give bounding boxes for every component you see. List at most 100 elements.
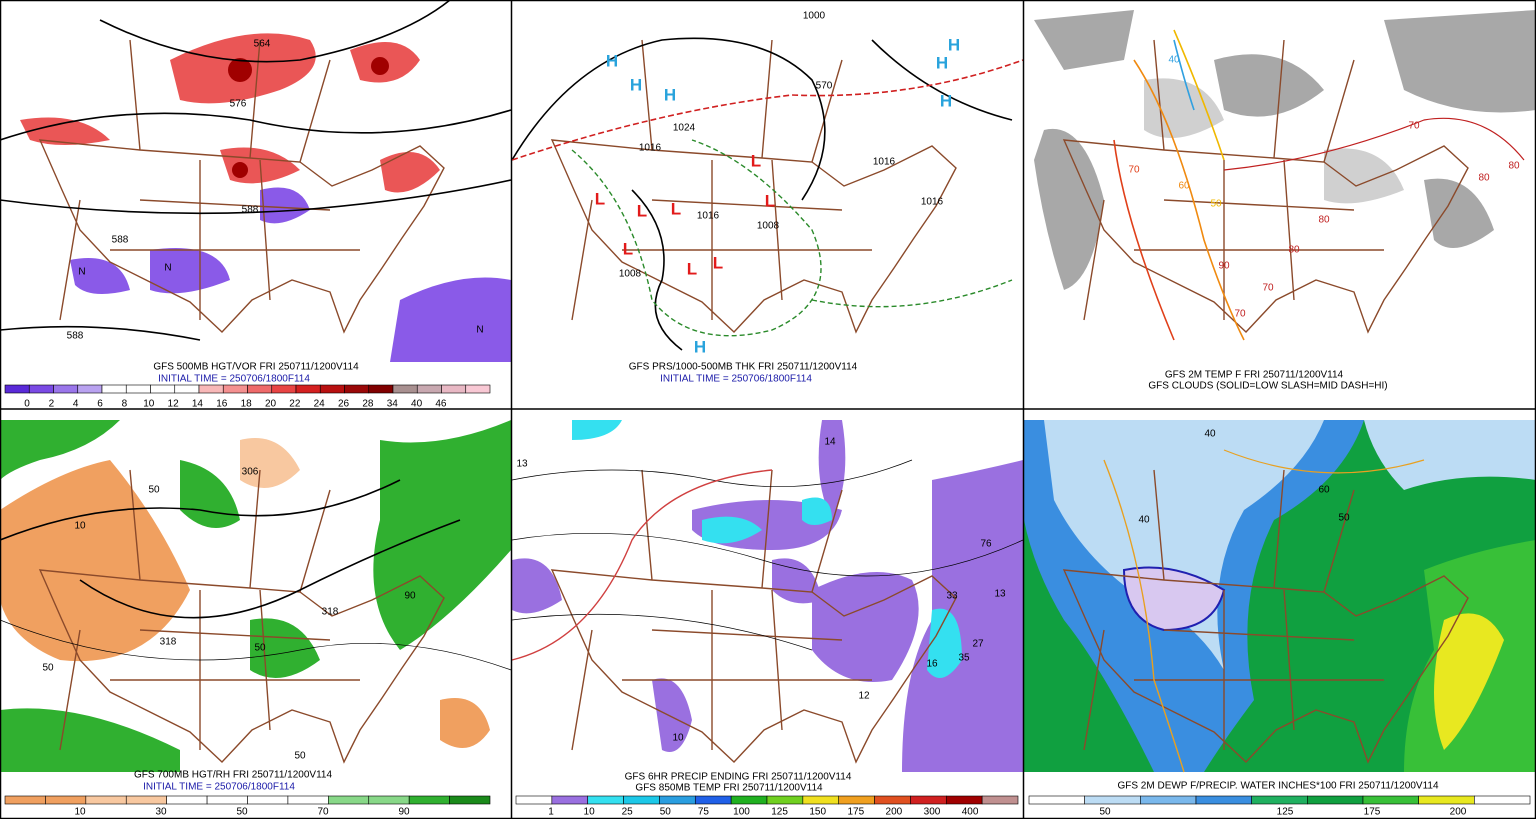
colorbar-swatch (766, 795, 804, 805)
isotherm (511, 459, 1024, 651)
colorbar-swatch (125, 384, 151, 394)
high-marker: H (606, 51, 618, 70)
map-panel-3: 40 50 60 70 80 80 70 80 70 90 80 70 (1024, 0, 1536, 362)
colorbar-label: 150 (809, 807, 826, 818)
colorbar-swatch (981, 795, 1019, 805)
contour (0, 479, 401, 541)
colorbar-swatch (206, 795, 248, 805)
map-label: 27 (972, 639, 984, 650)
colorbar-swatch (85, 795, 127, 805)
map-label: 50 (294, 751, 306, 762)
isotherm (1173, 39, 1195, 111)
map-panel-4: 306 318 318 50 50 90 10 50 50 (0, 420, 512, 772)
high-marker: H (630, 75, 642, 94)
colorbar-swatch (368, 795, 410, 805)
contour (99, 0, 451, 63)
high-marker: H (694, 337, 706, 356)
colorbar-swatch (392, 384, 418, 394)
colorbar-swatch (222, 384, 248, 394)
colorbar-label: 46 (435, 399, 447, 410)
map-label: 40 (1138, 515, 1150, 526)
colorbar-swatch (150, 384, 176, 394)
map-label: 588 (112, 235, 129, 246)
vorticity-low (70, 187, 511, 362)
colorbar-label: 6 (97, 399, 103, 410)
caption: GFS CLOUDS (SOLID=LOW SLASH=MID DASH=HI) (1148, 381, 1387, 392)
colorbar-label: 8 (122, 399, 128, 410)
colorbar-swatch (28, 384, 54, 394)
colorbar-label: 50 (1099, 807, 1111, 818)
map-label: 70 (1234, 309, 1246, 320)
thickness-line (571, 139, 822, 337)
contour (871, 39, 1013, 121)
map-label: 70 (1408, 121, 1420, 132)
map-label: 1016 (921, 197, 944, 208)
map-label: 50 (1210, 199, 1222, 210)
map-panel-2: H H H H H H H L L L L L L L L 1024 1016 … (511, 0, 1024, 362)
map-label: 1016 (873, 157, 896, 168)
colorbar-swatch (287, 795, 329, 805)
caption: INITIAL TIME = 250706/1800F114 (158, 374, 310, 385)
colorbar-swatch (1307, 795, 1364, 805)
colorbar-swatch (449, 795, 491, 805)
map-label: 60 (1318, 485, 1330, 496)
vorticity-max (228, 57, 389, 178)
colorbar-swatch (623, 795, 660, 805)
map-label: 318 (160, 637, 177, 648)
colorbar-swatch (328, 795, 370, 805)
map-label: N (476, 325, 483, 336)
colorbar-swatch (945, 795, 983, 805)
map-label: 588 (67, 331, 84, 342)
caption: INITIAL TIME = 250706/1800F114 (660, 374, 812, 385)
low-marker: L (713, 253, 723, 272)
high-marker: H (664, 85, 676, 104)
colorbar-swatch (874, 795, 911, 805)
colorbar-swatch (1140, 795, 1197, 805)
colorbar-label: 175 (1364, 807, 1381, 818)
isotherm (1113, 139, 1175, 341)
colorbar-swatch (368, 384, 394, 394)
colorbar-label: 10 (74, 807, 86, 818)
colorbar-swatch (551, 795, 589, 805)
colorbar-swatch (838, 795, 875, 805)
isotherm (1223, 117, 1525, 171)
colorbar-label: 30 (155, 807, 167, 818)
caption: GFS 2M DEWP F/PRECIP. WATER INCHES*100 F… (1117, 781, 1438, 792)
map-label: 13 (994, 589, 1006, 600)
map-label: 16 (926, 659, 938, 670)
colorbar-label: 400 (962, 807, 979, 818)
map-label: 50 (1338, 513, 1350, 524)
colorbar-swatch (515, 795, 553, 805)
colorbar-swatch (45, 795, 87, 805)
isodrosotherm (1223, 449, 1425, 474)
isotherm (511, 469, 773, 661)
contour (0, 109, 512, 141)
colorbar-swatch (408, 795, 450, 805)
map-label: 33 (946, 591, 958, 602)
colorbar-swatch (1195, 795, 1252, 805)
map-label: 80 (1478, 173, 1490, 184)
map-label: 40 (1204, 429, 1216, 440)
pw-band (1434, 613, 1504, 750)
map-label: 1016 (697, 211, 720, 222)
colorbar-swatch (659, 795, 696, 805)
contour (511, 37, 826, 201)
low-marker: L (595, 189, 605, 208)
colorbar-label: 10 (584, 807, 596, 818)
high-marker: H (940, 91, 952, 110)
map-label: N (78, 267, 85, 278)
caption: GFS 700MB HGT/RH FRI 250711/1200V114 (134, 770, 332, 781)
pw-band (1364, 420, 1536, 490)
contour (0, 325, 201, 341)
map-label: 80 (1288, 245, 1300, 256)
colorbar-label: 25 (622, 807, 634, 818)
colorbar-swatch (1251, 795, 1308, 805)
mid-clouds (1144, 78, 1404, 204)
map-label: 13 (516, 459, 528, 470)
map-label: 1000 (803, 11, 826, 22)
colorbar-label: 125 (771, 807, 788, 818)
colorbar-label: 0 (24, 399, 30, 410)
colorbar-swatch (247, 795, 289, 805)
low-marker: L (765, 191, 775, 210)
